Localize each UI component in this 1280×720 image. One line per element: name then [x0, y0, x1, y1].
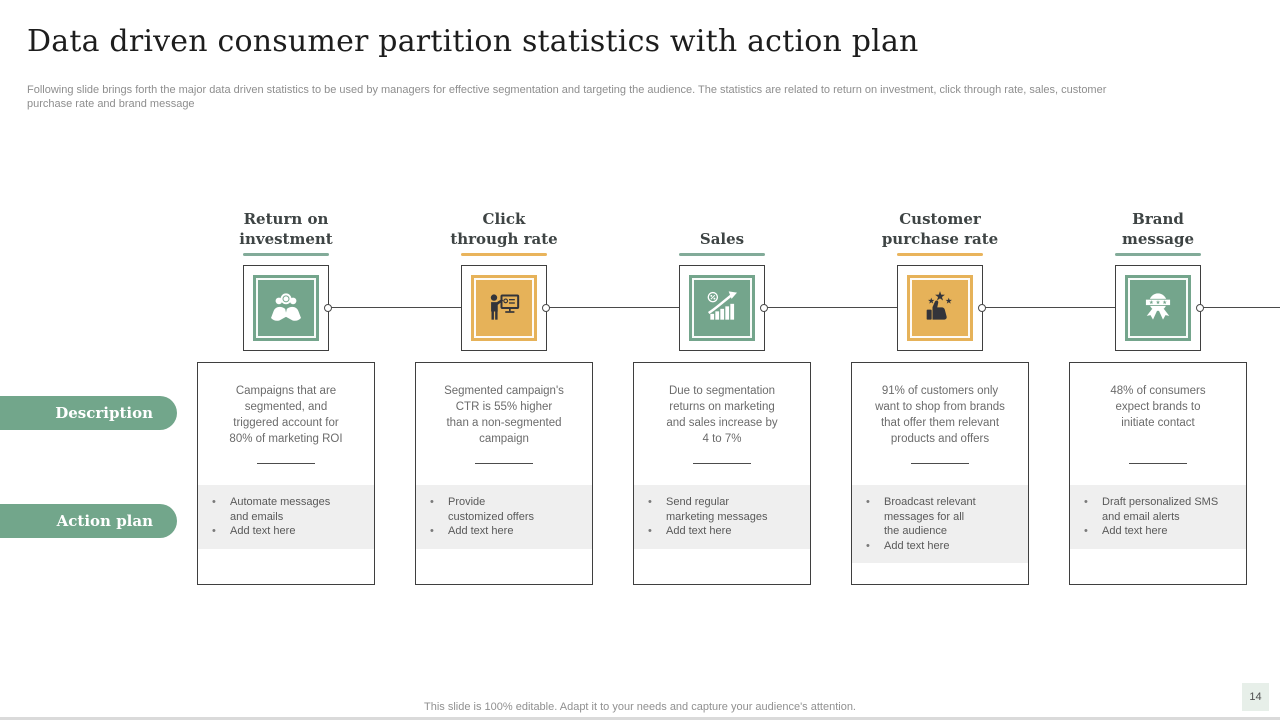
header-underline [1115, 253, 1201, 256]
action-item: • Send regular marketing messages [648, 496, 768, 523]
action-item: • Add text here [648, 525, 732, 537]
growth-chart-icon [689, 275, 755, 341]
column-click-through-rate: Click through rate [415, 0, 593, 720]
connector-node [760, 304, 768, 312]
thumbs-up-stars-icon [907, 275, 973, 341]
card-description-text: Segmented campaign's CTR is 55% higher t… [444, 385, 564, 445]
column-header: Click through rate [450, 210, 558, 248]
icon-box [897, 265, 983, 351]
header-underline [243, 253, 329, 256]
header-underline [897, 253, 983, 256]
card-divider [475, 463, 533, 464]
bullet-icon: • [430, 525, 434, 537]
slide-subtitle: Following slide brings forth the major d… [27, 84, 1107, 110]
action-item: • Broadcast relevant messages for all the… [866, 496, 976, 537]
hands-coins-icon [253, 275, 319, 341]
column-header: Customer purchase rate [881, 210, 999, 248]
description-row-label: Description [0, 396, 177, 430]
bullet-icon: • [866, 539, 870, 552]
card-divider [1129, 463, 1187, 464]
column-header: Brand message [1121, 210, 1195, 248]
action-item: • Add text here [212, 525, 296, 537]
bottom-bar [0, 717, 1280, 720]
description-card: Segmented campaign's CTR is 55% higher t… [415, 362, 593, 585]
action-plan-row-label: Action plan [0, 504, 177, 538]
connector-node [978, 304, 986, 312]
bullet-icon: • [212, 525, 216, 537]
action-item: • Add text here [866, 539, 950, 552]
bullet-icon: • [212, 496, 216, 508]
card-divider [693, 463, 751, 464]
action-item: • Draft personalized SMS and email alerts [1084, 496, 1219, 523]
column-brand-message: Brand message 48% of consumers expect br… [1069, 0, 1247, 720]
bullet-icon: • [648, 525, 652, 537]
page-number-badge: 14 [1242, 683, 1269, 711]
card-description-text: Due to segmentation returns on marketing… [666, 385, 778, 445]
description-card: 48% of consumers expect brands to initia… [1069, 362, 1247, 585]
description-card: 91% of customers only want to shop from … [851, 362, 1029, 585]
header-underline [679, 253, 765, 256]
column-header: Return on investment [239, 210, 333, 248]
card-description-text: 91% of customers only want to shop from … [875, 385, 1005, 445]
action-plan-band: • Draft personalized SMS and email alerts… [1070, 485, 1246, 549]
description-card: Due to segmentation returns on marketing… [633, 362, 811, 585]
action-item: • Add text here [430, 525, 514, 537]
footer-note: This slide is 100% editable. Adapt it to… [424, 701, 856, 713]
column-sales: Sales Due to segmentation re [633, 0, 811, 720]
column-header: Sales [699, 230, 745, 248]
action-item: • Automate messages and emails [212, 496, 331, 523]
card-divider [911, 463, 969, 464]
action-plan-band: • Provide customized offers • Add text her… [416, 485, 592, 549]
action-plan-band: • Broadcast relevant messages for all the… [852, 485, 1028, 563]
bullet-icon: • [1084, 496, 1088, 508]
card-description-text: 48% of consumers expect brands to initia… [1110, 385, 1206, 429]
icon-box [679, 265, 765, 351]
icon-box [1115, 265, 1201, 351]
connector-node [1196, 304, 1204, 312]
column-return-on-investment: Return on investment Campaigns that are … [197, 0, 375, 720]
card-divider [257, 463, 315, 464]
header-underline [461, 253, 547, 256]
card-description-text: Campaigns that are segmented, and trigge… [229, 385, 343, 445]
presenter-screen-icon [471, 275, 537, 341]
icon-box [461, 265, 547, 351]
award-ribbon-icon [1125, 275, 1191, 341]
icon-box [243, 265, 329, 351]
bullet-icon: • [648, 496, 652, 508]
connector-line [330, 307, 1280, 308]
page-title: Data driven consumer partition statistic… [27, 24, 919, 59]
column-customer-purchase-rate: Customer purchase rate 91% of customers … [851, 0, 1029, 720]
description-card: Campaigns that are segmented, and trigge… [197, 362, 375, 585]
bullet-icon: • [866, 496, 870, 508]
action-item: • Add text here [1084, 525, 1168, 537]
action-item: • Provide customized offers [430, 496, 535, 523]
action-plan-band: • Send regular marketing messages • Add te… [634, 485, 810, 549]
bullet-icon: • [1084, 525, 1088, 537]
connector-node [324, 304, 332, 312]
connector-node [542, 304, 550, 312]
bullet-icon: • [430, 496, 434, 508]
action-plan-band: • Automate messages and emails • Add text … [198, 485, 374, 549]
